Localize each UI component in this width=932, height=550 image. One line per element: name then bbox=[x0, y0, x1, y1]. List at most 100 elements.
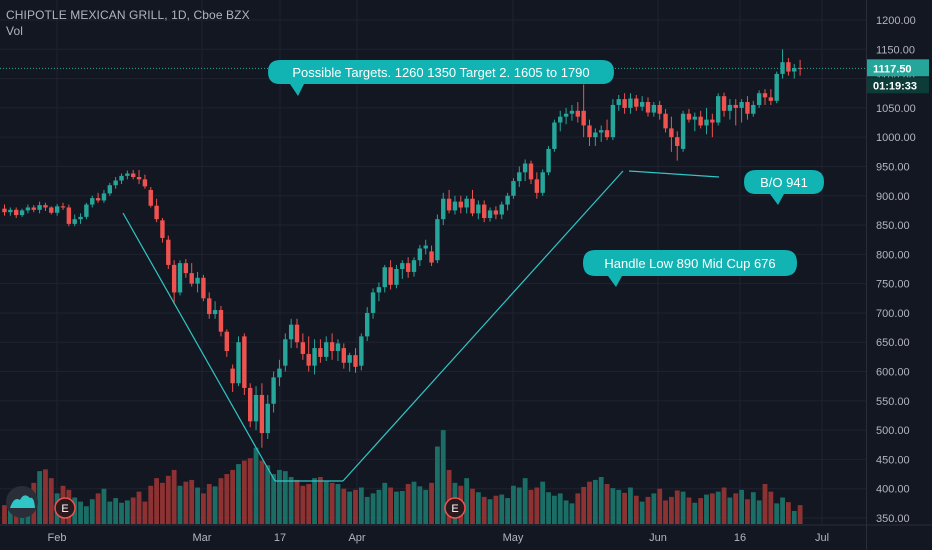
time-label: 17 bbox=[274, 532, 286, 544]
candle-body bbox=[66, 207, 72, 224]
volume-bar bbox=[230, 469, 236, 524]
annotation-handle[interactable]: Handle Low 890 Mid Cup 676 bbox=[583, 250, 797, 287]
volume-bar bbox=[686, 497, 692, 524]
candle-body bbox=[622, 99, 627, 108]
volume-bar bbox=[113, 498, 119, 524]
volume-bar bbox=[171, 469, 177, 524]
price-tick-label: 450.00 bbox=[876, 454, 910, 466]
volume-bar bbox=[446, 469, 452, 524]
volume-bar bbox=[101, 488, 107, 524]
candle-body bbox=[517, 172, 522, 182]
price-axis[interactable]: 1200.001150.001100.001050.001000.00950.0… bbox=[867, 15, 929, 525]
volume-bar bbox=[546, 492, 551, 524]
volume-bar bbox=[136, 491, 142, 524]
volume-bar bbox=[528, 489, 534, 524]
volume-bar bbox=[312, 478, 317, 524]
volume-bar bbox=[774, 503, 780, 524]
price-tick-label: 550.00 bbox=[876, 396, 910, 408]
candle-body bbox=[786, 62, 791, 72]
candle-body bbox=[558, 116, 563, 123]
candle-body bbox=[19, 210, 25, 216]
volume-bar bbox=[89, 499, 95, 524]
volume-bar bbox=[674, 490, 680, 524]
price-tick-label: 900.00 bbox=[876, 191, 910, 203]
volume-bar bbox=[195, 487, 200, 524]
volume-bar bbox=[786, 502, 791, 524]
volume-bar bbox=[639, 501, 645, 524]
tradingview-logo[interactable] bbox=[6, 486, 38, 518]
candle-body bbox=[645, 102, 651, 113]
candle-body bbox=[277, 368, 282, 378]
price-tick-label: 850.00 bbox=[876, 220, 910, 232]
candle-body bbox=[651, 104, 657, 113]
price-tag-text: 1117.50 bbox=[873, 63, 912, 75]
volume-bar bbox=[429, 482, 434, 524]
candle-body bbox=[663, 113, 668, 129]
candle-body bbox=[400, 263, 405, 269]
candle-body bbox=[312, 348, 317, 366]
candle-body bbox=[2, 208, 7, 213]
price-tick-label: 1000.00 bbox=[876, 132, 916, 144]
volume-bar bbox=[318, 476, 323, 524]
candle-body bbox=[388, 267, 393, 285]
annotation-targets-text: Possible Targets. 1260 1350 Target 2. 16… bbox=[292, 65, 589, 80]
volume-bar bbox=[154, 478, 159, 524]
candle-body bbox=[43, 205, 48, 208]
volume-bar bbox=[271, 474, 276, 524]
volume-bar bbox=[552, 495, 557, 524]
annotation-breakout[interactable]: B/O 941 bbox=[744, 170, 824, 205]
candle-body bbox=[288, 324, 294, 340]
candle-body bbox=[546, 148, 551, 173]
candle-body bbox=[131, 173, 136, 178]
candle-body bbox=[534, 179, 540, 193]
candle-body bbox=[675, 137, 680, 146]
volume-bar bbox=[511, 485, 516, 524]
candle-body bbox=[25, 207, 31, 211]
candle-body bbox=[716, 96, 721, 123]
volume-bar bbox=[212, 486, 218, 524]
volume-bar bbox=[370, 493, 376, 524]
candle-body bbox=[499, 204, 504, 215]
candle-body bbox=[552, 122, 557, 149]
candle-body bbox=[604, 130, 610, 138]
volume-bar bbox=[394, 491, 399, 524]
price-tick-label: 750.00 bbox=[876, 279, 910, 291]
candle-body bbox=[522, 163, 528, 173]
volume-bar bbox=[680, 491, 686, 524]
volume-bar bbox=[206, 484, 212, 524]
volume-bar bbox=[259, 460, 265, 524]
volume-bar bbox=[148, 485, 154, 524]
candle-body bbox=[207, 298, 212, 315]
volume-bar bbox=[622, 492, 627, 524]
volume-bar bbox=[569, 503, 575, 524]
volume-bar bbox=[604, 484, 610, 524]
volume-bar bbox=[160, 482, 165, 524]
volume-bar bbox=[516, 487, 522, 524]
candle-body bbox=[470, 198, 475, 214]
volume-bar bbox=[417, 486, 423, 524]
candle-body bbox=[733, 104, 738, 108]
candle-body bbox=[95, 198, 101, 201]
candle-body bbox=[792, 68, 797, 72]
volume-bar bbox=[493, 495, 499, 524]
candle-body bbox=[511, 181, 516, 196]
candle-body bbox=[745, 102, 750, 114]
candle-body bbox=[476, 204, 481, 214]
candle-body bbox=[72, 219, 77, 224]
volume-bar bbox=[84, 506, 89, 524]
volume-bar bbox=[95, 493, 101, 524]
candle-body bbox=[113, 180, 118, 186]
volume-label: Vol bbox=[6, 24, 23, 38]
candle-body bbox=[265, 403, 270, 434]
volume-bar bbox=[353, 489, 358, 524]
volume-bar bbox=[610, 488, 616, 524]
candle-body bbox=[224, 331, 229, 352]
annotation-targets[interactable]: Possible Targets. 1260 1350 Target 2. 16… bbox=[268, 60, 614, 96]
candle-body bbox=[721, 96, 727, 111]
text-annotations[interactable]: Possible Targets. 1260 1350 Target 2. 16… bbox=[268, 60, 824, 287]
volume-bar bbox=[692, 502, 698, 524]
candle-body bbox=[54, 206, 60, 213]
